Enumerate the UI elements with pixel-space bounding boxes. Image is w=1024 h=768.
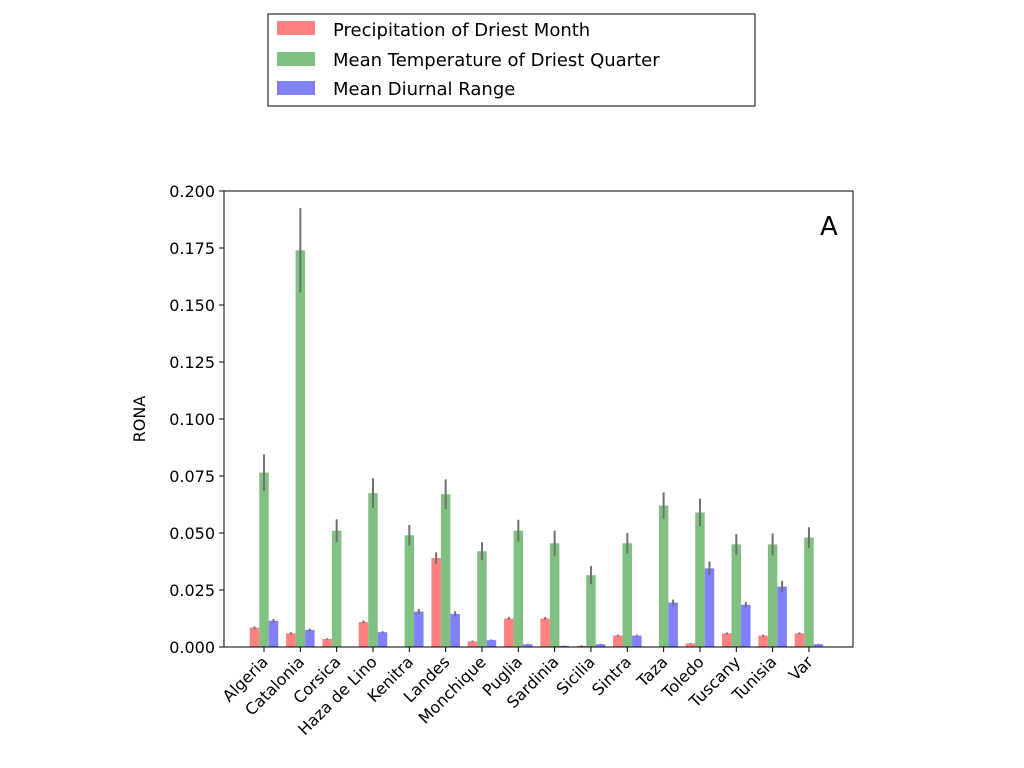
- bar-temperature-sintra: [622, 543, 633, 647]
- y-tick-label: 0.075: [169, 467, 215, 486]
- bar-diurnal-var: [813, 644, 824, 647]
- y-tick-label: 0.025: [169, 581, 215, 600]
- bar-temperature-corsica: [331, 530, 342, 647]
- legend-swatch-temperature: [277, 52, 315, 66]
- bar-temperature-tunisia: [767, 544, 778, 647]
- bar-temperature-kenitra: [404, 535, 415, 647]
- bars-layer: [249, 250, 824, 647]
- bar-diurnal-catalonia: [305, 629, 315, 647]
- x-tick-label: Var: [785, 652, 817, 684]
- bar-diurnal-tunisia: [777, 586, 787, 647]
- legend-label-precipitation: Precipitation of Driest Month: [333, 20, 590, 41]
- bar-precipitation-sicilia: [576, 645, 587, 647]
- y-tick-label: 0.100: [169, 410, 215, 429]
- bar-temperature-algeria: [259, 472, 269, 647]
- chart-legend: Precipitation of Driest Month Mean Tempe…: [267, 13, 756, 107]
- bar-diurnal-toledo: [704, 568, 715, 647]
- bar-diurnal-tuscany: [741, 604, 751, 647]
- bar-precipitation-corsica: [322, 639, 332, 647]
- bar-precipitation-monchique: [467, 641, 478, 647]
- bar-precipitation-tunisia: [758, 635, 768, 647]
- bar-diurnal-puglia: [523, 644, 533, 647]
- y-tick-label: 0.200: [169, 182, 215, 201]
- legend-swatch-precipitation: [277, 21, 315, 35]
- bar-temperature-toledo: [695, 512, 705, 647]
- bar-temperature-sicilia: [586, 575, 596, 647]
- bar-diurnal-algeria: [268, 620, 279, 647]
- bar-diurnal-sicilia: [595, 644, 606, 647]
- bar-precipitation-tuscany: [722, 633, 732, 647]
- panel-label: A: [820, 212, 838, 242]
- bar-temperature-var: [804, 537, 814, 647]
- bar-precipitation-var: [794, 633, 805, 647]
- y-tick-label: 0.000: [169, 638, 215, 657]
- bar-temperature-taza: [658, 505, 669, 647]
- legend-frame: [267, 13, 756, 107]
- bar-precipitation-algeria: [249, 627, 260, 647]
- bar-diurnal-taza: [668, 602, 678, 647]
- plot-frame: [223, 190, 854, 648]
- bar-temperature-monchique: [477, 551, 487, 647]
- legend-label-temperature: Mean Temperature of Driest Quarter: [333, 50, 660, 71]
- x-tick-label: Sintra: [588, 652, 635, 699]
- bar-precipitation-sintra: [613, 635, 623, 647]
- bar-diurnal-landes: [450, 613, 460, 647]
- legend-swatch-diurnal: [277, 81, 315, 95]
- y-tick-label: 0.175: [169, 239, 215, 258]
- y-axis: 0.000 0.025 0.050 0.075 0.100 0.125 0.150 0.175…: [169, 182, 224, 657]
- x-tick-label: Sicilia: [552, 652, 598, 698]
- bar-temperature-landes: [440, 494, 451, 647]
- y-tick-label: 0.050: [169, 524, 215, 543]
- bar-temperature-puglia: [513, 530, 524, 647]
- bar-precipitation-haza-de-lino: [358, 621, 369, 647]
- bar-diurnal-sardinia: [559, 645, 569, 647]
- bar-diurnal-haza-de-lino: [377, 632, 388, 647]
- bar-temperature-catalonia: [295, 250, 306, 647]
- bar-diurnal-monchique: [486, 640, 497, 647]
- bar-precipitation-puglia: [504, 618, 514, 647]
- y-tick-label: 0.150: [169, 296, 215, 315]
- bar-diurnal-sintra: [632, 635, 642, 647]
- bar-diurnal-kenitra: [414, 611, 424, 647]
- bar-temperature-haza-de-lino: [368, 493, 378, 647]
- error-bars-layer: [253, 208, 820, 647]
- legend-label-diurnal: Mean Diurnal Range: [333, 79, 515, 100]
- bar-precipitation-toledo: [685, 643, 696, 647]
- bar-precipitation-landes: [431, 558, 441, 647]
- bar-temperature-tuscany: [731, 544, 742, 647]
- bar-precipitation-sardinia: [540, 618, 550, 647]
- y-axis-label: RONA: [130, 396, 149, 443]
- bar-precipitation-catalonia: [286, 633, 296, 647]
- y-tick-label: 0.125: [169, 353, 215, 372]
- bar-temperature-sardinia: [549, 543, 560, 647]
